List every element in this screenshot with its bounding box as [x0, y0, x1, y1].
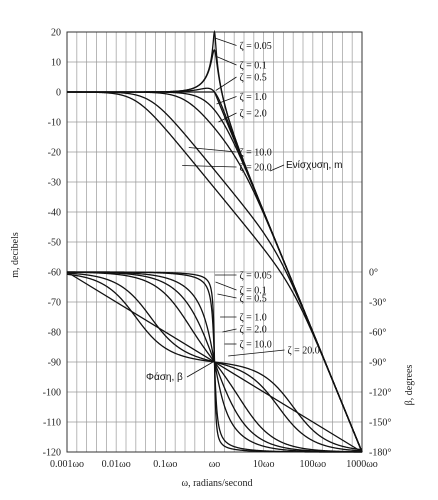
phase-zeta-label: ζ = 20.0: [288, 346, 320, 357]
magnitude-zeta-label: ζ = 2.0: [240, 109, 267, 120]
phase-zeta-label: ζ = 10.0: [240, 340, 272, 351]
magnitude-zeta-label: ζ = 10.0: [240, 148, 272, 159]
magnitude-zeta-label: ζ = 1.0: [240, 92, 267, 103]
y-tick-right: -120°: [369, 388, 391, 399]
magnitude-zeta-label: ζ = 0.05: [240, 41, 272, 52]
y-tick-left: -20: [48, 148, 61, 159]
phase-zeta-label: ζ = 0.5: [240, 294, 267, 305]
magnitude-label-pointer: [218, 112, 237, 123]
y-tick-left: -100: [43, 388, 61, 399]
x-tick-label: 0.01ωo: [102, 459, 131, 470]
y-axis-label-right: β, degrees: [404, 365, 415, 406]
y-tick-left: -120: [43, 448, 61, 459]
phase-label-pointer: [217, 293, 237, 299]
phase-asymptote: [66, 271, 363, 453]
y-tick-right: -60°: [369, 328, 386, 339]
y-tick-left: 20: [51, 28, 61, 39]
phase-label-pointer: [215, 281, 237, 291]
y-tick-left: -60: [48, 268, 61, 279]
phase-zeta-label: ζ = 1.0: [240, 313, 267, 324]
x-tick-label: 0.001ωo: [50, 459, 84, 470]
magnitude-curve: [67, 91, 363, 453]
y-tick-left: -50: [48, 238, 61, 249]
magnitude-label-pointer: [214, 37, 237, 46]
phase-note-pointer: [186, 361, 214, 378]
magnitude-note-pointer: [269, 164, 285, 172]
magnitude-zeta-label: ζ = 20.0: [240, 163, 272, 174]
magnitude-label-pointer: [182, 165, 237, 168]
x-tick-label: 1000ωo: [346, 459, 378, 470]
labels: 20 10 0 -10 -20 -30 -40 -50 -60 -70 -80 -90 -100 -110…: [43, 28, 392, 471]
magnitude-zeta-label: ζ = 0.1: [240, 61, 267, 72]
y-tick-right: -180°: [369, 448, 391, 459]
y-axis-label-left: m, decibels: [10, 232, 21, 278]
y-tick-left: -90: [48, 358, 61, 369]
magnitude-label-pointer: [216, 96, 237, 105]
y-tick-left: -80: [48, 328, 61, 339]
magnitude-label-pointer: [188, 147, 237, 153]
y-tick-right: -150°: [369, 418, 391, 429]
x-axis-label: ω, radians/second: [181, 478, 252, 489]
curves: [66, 29, 363, 453]
x-tick-label: ωo: [209, 459, 221, 470]
phase-zeta-label: ζ = 0.1: [240, 286, 267, 297]
phase-label-pointer: [228, 349, 285, 357]
y-tick-right: 0°: [369, 268, 378, 279]
y-tick-left: -110: [43, 418, 61, 429]
y-tick-left: -40: [48, 208, 61, 219]
phase-zeta-label: ζ = 0.05: [240, 271, 272, 282]
x-tick-label: 10ωo: [253, 459, 275, 470]
y-tick-left: 10: [51, 58, 61, 69]
phase-zeta-label: ζ = 2.0: [240, 325, 267, 336]
y-tick-right: -30°: [369, 298, 386, 309]
magnitude-asymptote: [67, 91, 363, 453]
phase-note: Φάση, β: [146, 371, 183, 383]
y-tick-left: -10: [48, 118, 61, 129]
magnitude-zeta-label: ζ = 0.5: [240, 73, 267, 84]
y-tick-left: -70: [48, 298, 61, 309]
x-tick-label: 100ωo: [300, 459, 327, 470]
magnitude-label-pointer: [215, 55, 237, 66]
x-tick-label: 0.1ωo: [153, 459, 177, 470]
y-tick-left: 0: [56, 88, 61, 99]
y-tick-left: -30: [48, 178, 61, 189]
magnitude-note: Ενίσχυση, m: [286, 159, 342, 171]
phase-label-pointer: [222, 328, 237, 333]
y-tick-right: -90°: [369, 358, 386, 369]
magnitude-label-pointer: [215, 76, 237, 91]
